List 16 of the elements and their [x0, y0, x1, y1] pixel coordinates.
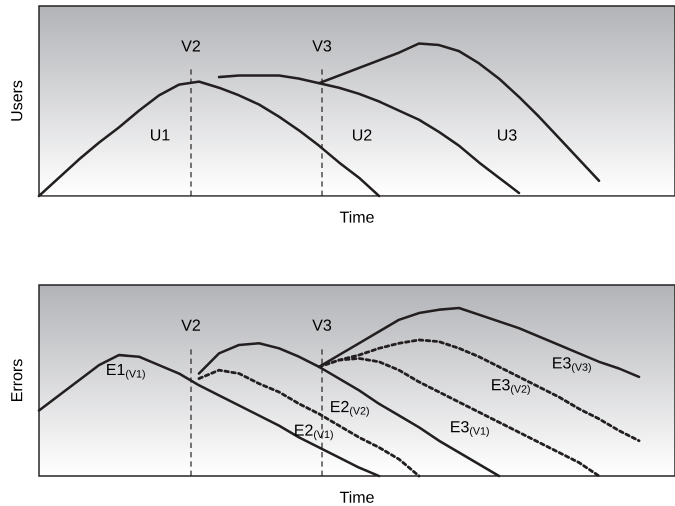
annotation: V2 [181, 320, 200, 331]
annotation: V3 [312, 319, 332, 331]
annotation: V2 [181, 40, 200, 52]
x-axis-title: Time [340, 491, 374, 503]
series-label: E3$_{(V3)}$ [553, 357, 591, 374]
y-axis-title: Users [11, 80, 22, 121]
series-label: E3$_{(V1)}$ [451, 421, 489, 437]
series-label: E1$_{(V1)}$ [107, 364, 145, 380]
series-label: U1 [151, 129, 170, 141]
x-axis-title: Time [340, 211, 374, 223]
series-label: U3 [498, 129, 517, 141]
series-label: E3$_{(V2)}$ [492, 379, 530, 395]
annotation: V3 [312, 40, 332, 52]
series-label: U2 [353, 129, 372, 141]
y-axis-title: Errors [11, 359, 22, 401]
series-label: E2$_{(V2)}$ [331, 400, 369, 417]
